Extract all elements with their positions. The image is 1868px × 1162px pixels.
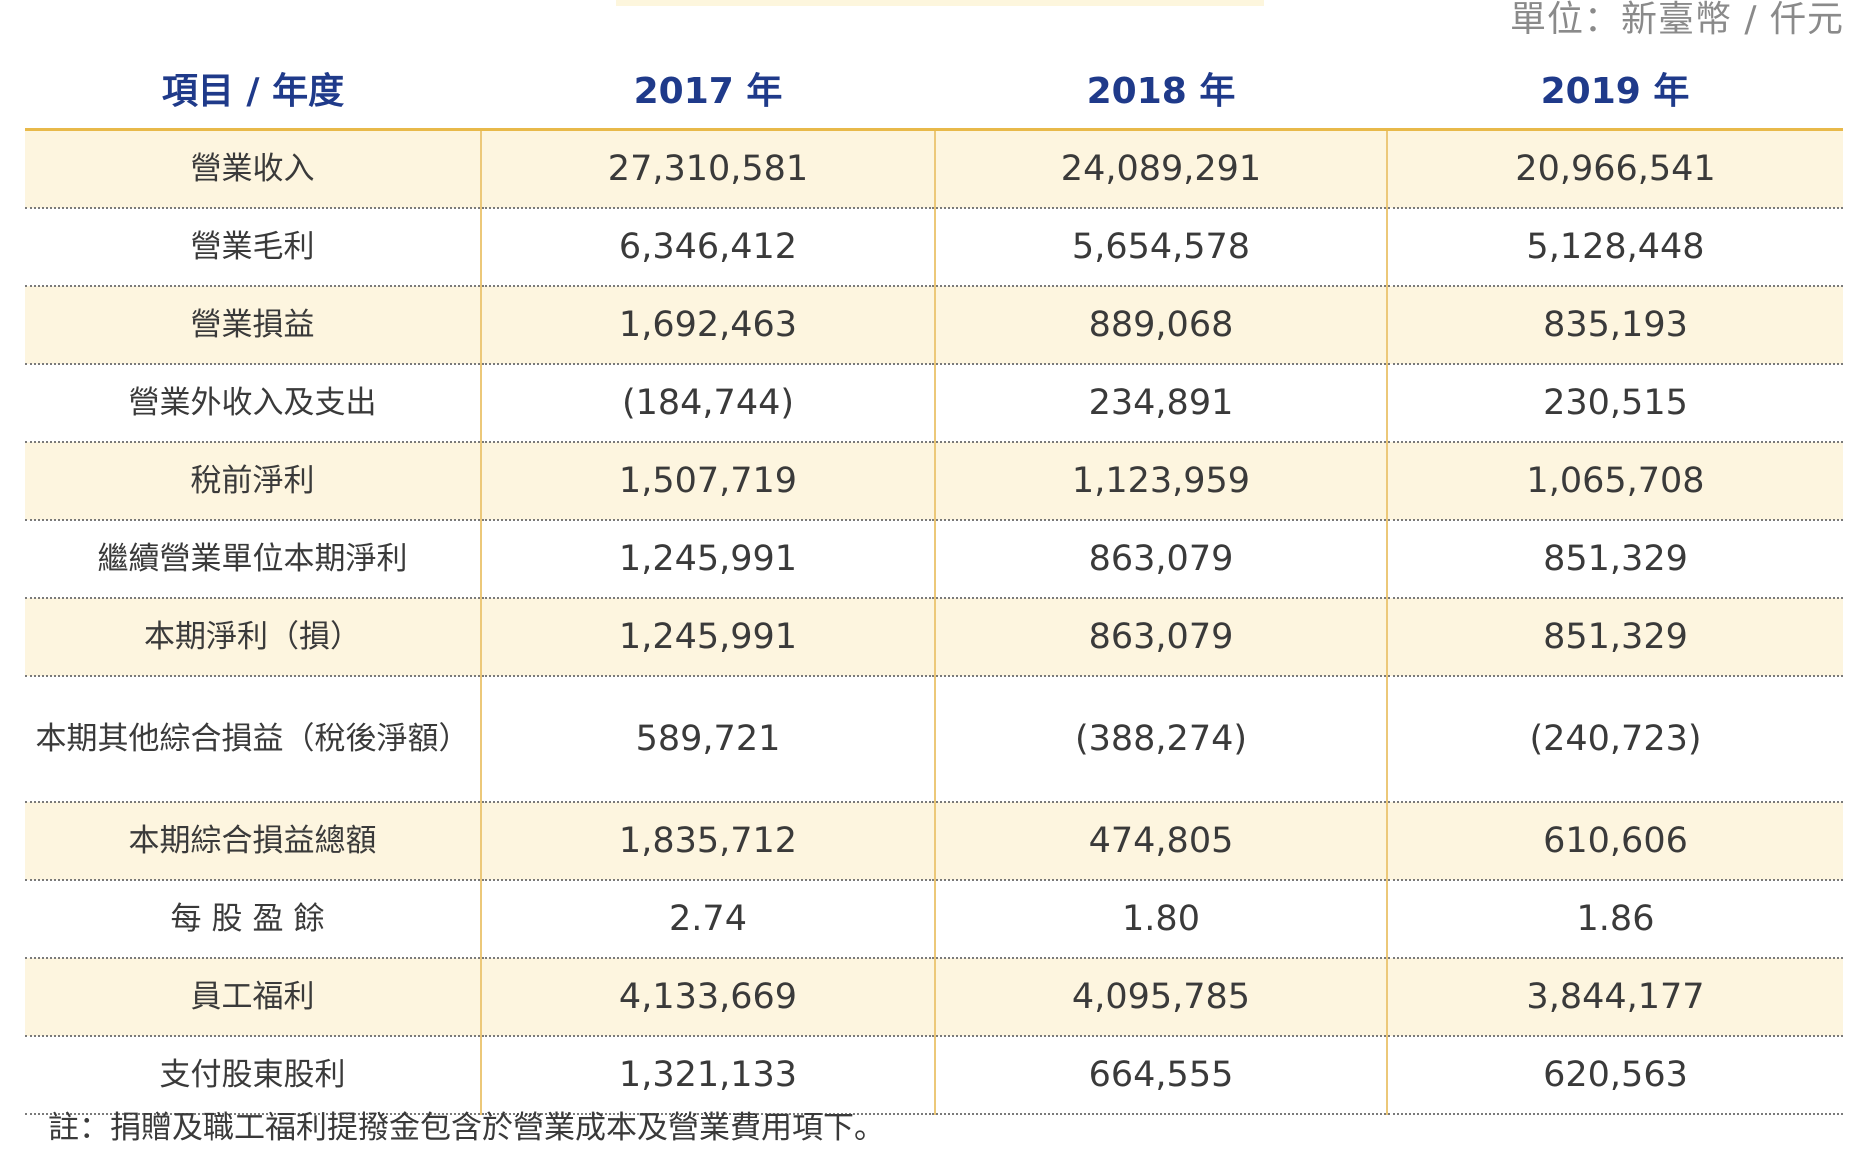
table-body: 營業收入 27,310,581 24,089,291 20,966,541 營業…	[25, 129, 1843, 1115]
unit-label: 單位：新臺幣 / 仟元	[1509, 0, 1844, 40]
cell-2019: 3,844,177	[1386, 958, 1843, 1037]
table-header: 項目 / 年度 2017 年 2018 年 2019 年	[25, 48, 1843, 131]
cell-2019: 851,329	[1386, 520, 1843, 599]
table-row: 營業毛利 6,346,412 5,654,578 5,128,448	[25, 208, 1843, 287]
cell-2018: 1.80	[934, 880, 1387, 959]
row-label: 營業毛利	[25, 208, 481, 287]
table-row: 營業外收入及支出 (184,744) 234,891 230,515	[25, 364, 1843, 443]
cell-2018: 234,891	[934, 364, 1387, 443]
table-row: 營業收入 27,310,581 24,089,291 20,966,541	[25, 129, 1843, 209]
table-row: 本期綜合損益總額 1,835,712 474,805 610,606	[25, 802, 1843, 881]
cell-2019: 1.86	[1386, 880, 1843, 959]
financial-summary-table: 項目 / 年度 2017 年 2018 年 2019 年 營業收入 27,310…	[25, 48, 1843, 1115]
cell-2017: 1,245,991	[480, 520, 935, 599]
top-decorative-strip	[616, 0, 1264, 6]
cell-2017: 6,346,412	[480, 208, 935, 287]
cell-2019: 620,563	[1386, 1036, 1843, 1115]
cell-2019: 1,065,708	[1386, 442, 1843, 521]
row-label: 營業收入	[25, 129, 481, 209]
cell-2019: (240,723)	[1386, 676, 1843, 803]
row-label: 本期綜合損益總額	[25, 802, 481, 881]
cell-2018: 863,079	[934, 520, 1387, 599]
table-row: 營業損益 1,692,463 889,068 835,193	[25, 286, 1843, 365]
header-row: 項目 / 年度 2017 年 2018 年 2019 年	[25, 48, 1843, 131]
cell-2019: 851,329	[1386, 598, 1843, 677]
cell-2017: 27,310,581	[480, 129, 935, 209]
cell-2017: 589,721	[480, 676, 935, 803]
table-row: 本期其他綜合損益（稅後淨額） 589,721 (388,274) (240,72…	[25, 676, 1843, 803]
cell-2017: 1,245,991	[480, 598, 935, 677]
cell-2017: 2.74	[480, 880, 935, 959]
row-label: 營業損益	[25, 286, 481, 365]
table-row: 每股盈餘 2.74 1.80 1.86	[25, 880, 1843, 959]
cell-2019: 230,515	[1386, 364, 1843, 443]
footnote: 註：捐贈及職工福利提撥金包含於營業成本及營業費用項下。	[48, 1110, 885, 1146]
cell-2017: 1,835,712	[480, 802, 935, 881]
header-item-year: 項目 / 年度	[25, 48, 481, 131]
table-row: 支付股東股利 1,321,133 664,555 620,563	[25, 1036, 1843, 1115]
cell-2017: 4,133,669	[480, 958, 935, 1037]
cell-2018: 1,123,959	[934, 442, 1387, 521]
cell-2018: 4,095,785	[934, 958, 1387, 1037]
cell-2018: 889,068	[934, 286, 1387, 365]
header-2018: 2018 年	[935, 48, 1387, 131]
table-row: 稅前淨利 1,507,719 1,123,959 1,065,708	[25, 442, 1843, 521]
table-row: 本期淨利（損） 1,245,991 863,079 851,329	[25, 598, 1843, 677]
row-label: 繼續營業單位本期淨利	[25, 520, 481, 599]
row-label: 本期淨利（損）	[25, 598, 481, 677]
header-2017: 2017 年	[481, 48, 935, 131]
cell-2017: 1,321,133	[480, 1036, 935, 1115]
table-row: 繼續營業單位本期淨利 1,245,991 863,079 851,329	[25, 520, 1843, 599]
cell-2018: 24,089,291	[934, 129, 1387, 209]
cell-2018: 5,654,578	[934, 208, 1387, 287]
header-2019: 2019 年	[1387, 48, 1843, 131]
row-label: 每股盈餘	[25, 880, 481, 959]
cell-2018: 664,555	[934, 1036, 1387, 1115]
row-label: 營業外收入及支出	[25, 364, 481, 443]
table-row: 員工福利 4,133,669 4,095,785 3,844,177	[25, 958, 1843, 1037]
cell-2019: 20,966,541	[1386, 129, 1843, 209]
cell-2017: 1,507,719	[480, 442, 935, 521]
cell-2018: (388,274)	[934, 676, 1387, 803]
cell-2019: 610,606	[1386, 802, 1843, 881]
row-label: 支付股東股利	[25, 1036, 481, 1115]
cell-2019: 835,193	[1386, 286, 1843, 365]
cell-2017: (184,744)	[480, 364, 935, 443]
cell-2019: 5,128,448	[1386, 208, 1843, 287]
row-label: 本期其他綜合損益（稅後淨額）	[25, 676, 481, 803]
row-label: 員工福利	[25, 958, 481, 1037]
cell-2017: 1,692,463	[480, 286, 935, 365]
cell-2018: 863,079	[934, 598, 1387, 677]
cell-2018: 474,805	[934, 802, 1387, 881]
row-label: 稅前淨利	[25, 442, 481, 521]
